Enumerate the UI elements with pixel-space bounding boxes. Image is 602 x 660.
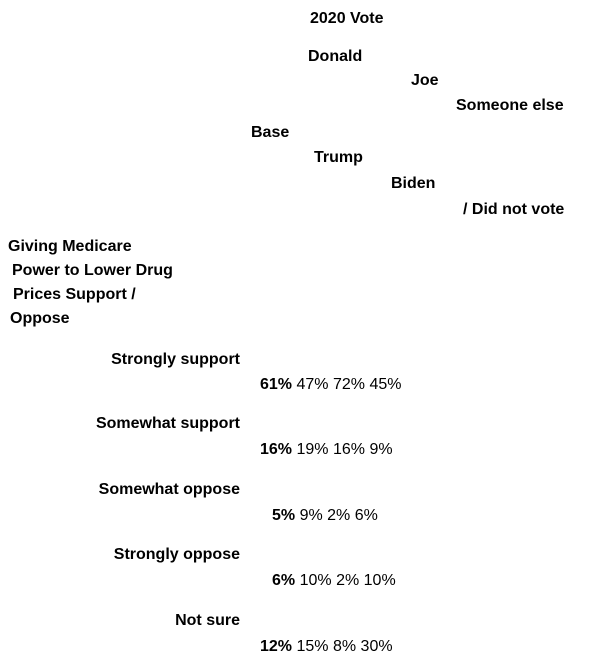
value-trump: 15% — [296, 638, 329, 655]
value-trump: 9% — [299, 507, 323, 524]
col-biden-line1: Joe — [411, 72, 439, 89]
value-base: 16% — [260, 441, 293, 458]
value-biden: 2% — [327, 507, 351, 524]
value-biden: 16% — [332, 441, 365, 458]
question-title: Giving Medicare Power to Lower Drug Pric… — [8, 235, 238, 331]
value-base: 6% — [272, 572, 296, 589]
col-biden-line2: Biden — [391, 175, 436, 192]
row-values-strongly-support: 61% 47% 72% 45% — [260, 376, 401, 394]
value-biden: 8% — [332, 638, 357, 655]
question-title-line: Prices Support / — [13, 286, 136, 303]
value-other: 10% — [363, 572, 396, 589]
row-values-somewhat-oppose: 5% 9% 2% 6% — [272, 507, 378, 525]
value-base: 61% — [260, 376, 293, 393]
question-title-line: Oppose — [10, 310, 70, 327]
question-title-line: Power to Lower Drug — [12, 262, 173, 279]
row-label-somewhat-support: Somewhat support — [95, 415, 240, 432]
value-other: 45% — [369, 376, 402, 393]
group-title: 2020 Vote — [310, 10, 384, 27]
value-base: 12% — [260, 638, 293, 655]
row-values-somewhat-support: 16% 19% 16% 9% — [260, 441, 393, 459]
row-values-strongly-oppose: 6% 10% 2% 10% — [272, 572, 396, 590]
value-other: 6% — [354, 507, 378, 524]
col-other-line1: Someone else — [456, 97, 564, 114]
value-base: 5% — [272, 507, 296, 524]
value-other: 30% — [360, 638, 393, 655]
question-title-line: Giving Medicare — [8, 238, 132, 255]
value-biden: 2% — [336, 572, 360, 589]
value-biden: 72% — [332, 376, 365, 393]
row-label-strongly-support: Strongly support — [111, 351, 240, 368]
col-trump-line2: Trump — [314, 149, 363, 166]
col-trump-line1: Donald — [308, 48, 363, 65]
row-values-not-sure: 12% 15% 8% 30% — [260, 638, 393, 656]
row-label-somewhat-oppose: Somewhat oppose — [98, 481, 240, 498]
col-base: Base — [251, 124, 290, 141]
row-label-not-sure: Not sure — [175, 612, 240, 629]
value-trump: 10% — [299, 572, 332, 589]
value-trump: 47% — [296, 376, 329, 393]
value-other: 9% — [369, 441, 393, 458]
row-label-strongly-oppose: Strongly oppose — [113, 546, 240, 563]
col-other-line2: / Did not vote — [463, 201, 565, 218]
value-trump: 19% — [296, 441, 329, 458]
